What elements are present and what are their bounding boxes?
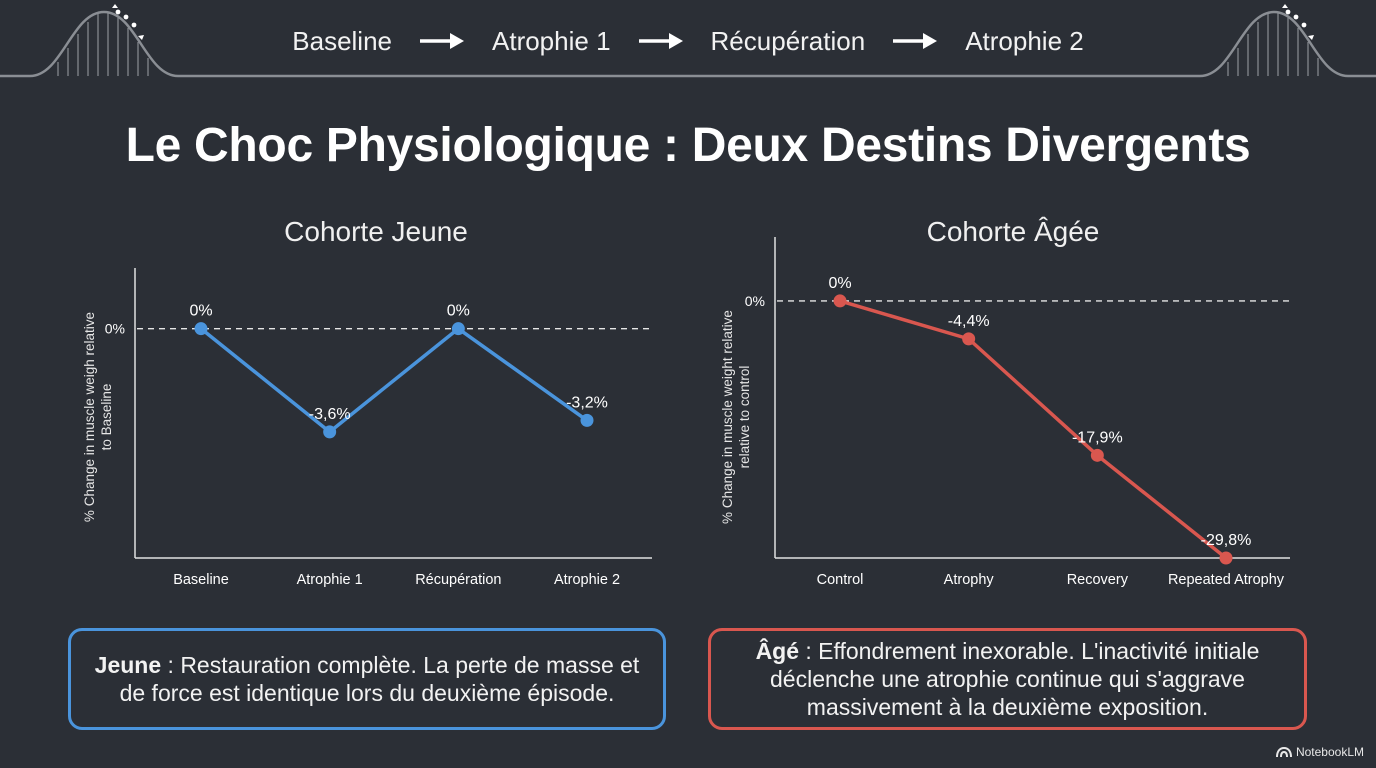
data-label: -3,2%: [566, 394, 608, 411]
data-label: 0%: [447, 303, 470, 320]
x-tick-label: Recovery: [1067, 572, 1129, 588]
y-axis-label-old: % Change in muscle weight relative relat…: [719, 267, 753, 567]
notebooklm-logo-icon: [1275, 746, 1292, 758]
top-decoration: [0, 4, 1376, 78]
y-axis-label-line: % Change in muscle weight relative: [720, 310, 735, 524]
chart-title-old: Cohorte Âgée: [926, 216, 1100, 247]
data-label: -3,6%: [309, 406, 351, 423]
data-point: [1090, 448, 1104, 462]
caption-old-text: : Effondrement inexorable. L'inactivité …: [770, 638, 1260, 720]
caption-old: Âgé : Effondrement inexorable. L'inactiv…: [708, 628, 1307, 730]
y-axis-label-line: % Change in muscle weigh relative: [82, 311, 97, 523]
data-point: [194, 322, 208, 336]
arrow-right-icon: [420, 33, 464, 49]
data-point: [833, 294, 847, 308]
caption-old-bold: Âgé: [755, 638, 800, 664]
timeline: Baseline Atrophie 1 Récupération Atrophi…: [0, 22, 1376, 60]
x-tick-label: Repeated Atrophy: [1168, 572, 1285, 588]
arrow-right-icon: [638, 33, 683, 49]
data-label: -29,8%: [1201, 532, 1252, 549]
x-tick-label: Atrophie 2: [554, 572, 620, 588]
page-title: Le Choc Physiologique : Deux Destins Div…: [125, 119, 1251, 172]
caption-young-bold: Jeune: [94, 652, 162, 678]
timeline-step-atrophie-2: Atrophie 2: [965, 25, 1084, 56]
brand-name: NotebookLM: [1295, 745, 1364, 759]
data-label: -4,4%: [948, 313, 990, 330]
brand: NotebookLM: [1275, 745, 1364, 759]
data-point: [451, 322, 465, 336]
arrow-right-icon: [893, 33, 938, 49]
data-point: [1219, 551, 1233, 565]
data-point: [580, 413, 594, 427]
data-label: 0%: [189, 303, 212, 320]
timeline-step-recuperation: Récupération: [710, 25, 866, 56]
series-line: [839, 299, 1228, 560]
caption-young: Jeune : Restauration complète. La perte …: [68, 628, 666, 730]
y-axis-label-line: to Baseline: [99, 383, 114, 451]
chart-title-young: Cohorte Jeune: [284, 216, 468, 247]
y-axis-label-young: % Change in muscle weigh relative to Bas…: [81, 267, 115, 567]
y-axis-label-line: relative to control: [737, 365, 752, 469]
timeline-step-atrophie-1: Atrophie 1: [492, 25, 611, 56]
x-tick-label: Atrophy: [944, 572, 995, 588]
x-tick-label: Baseline: [173, 572, 229, 588]
bell-curve-right-icon: [112, 4, 1314, 40]
data-point: [323, 425, 337, 439]
data-label: 0%: [828, 275, 851, 292]
x-tick-label: Atrophie 1: [297, 572, 363, 588]
series-line: [199, 326, 589, 434]
data-label: -17,9%: [1072, 429, 1123, 446]
x-tick-label: Control: [817, 572, 864, 588]
data-point: [962, 332, 976, 346]
timeline-step-baseline: Baseline: [292, 25, 392, 56]
bell-curve-left-icon: [0, 10, 1376, 78]
x-tick-label: Récupération: [415, 572, 501, 588]
caption-young-text: : Restauration complète. La perte de mas…: [119, 652, 640, 706]
